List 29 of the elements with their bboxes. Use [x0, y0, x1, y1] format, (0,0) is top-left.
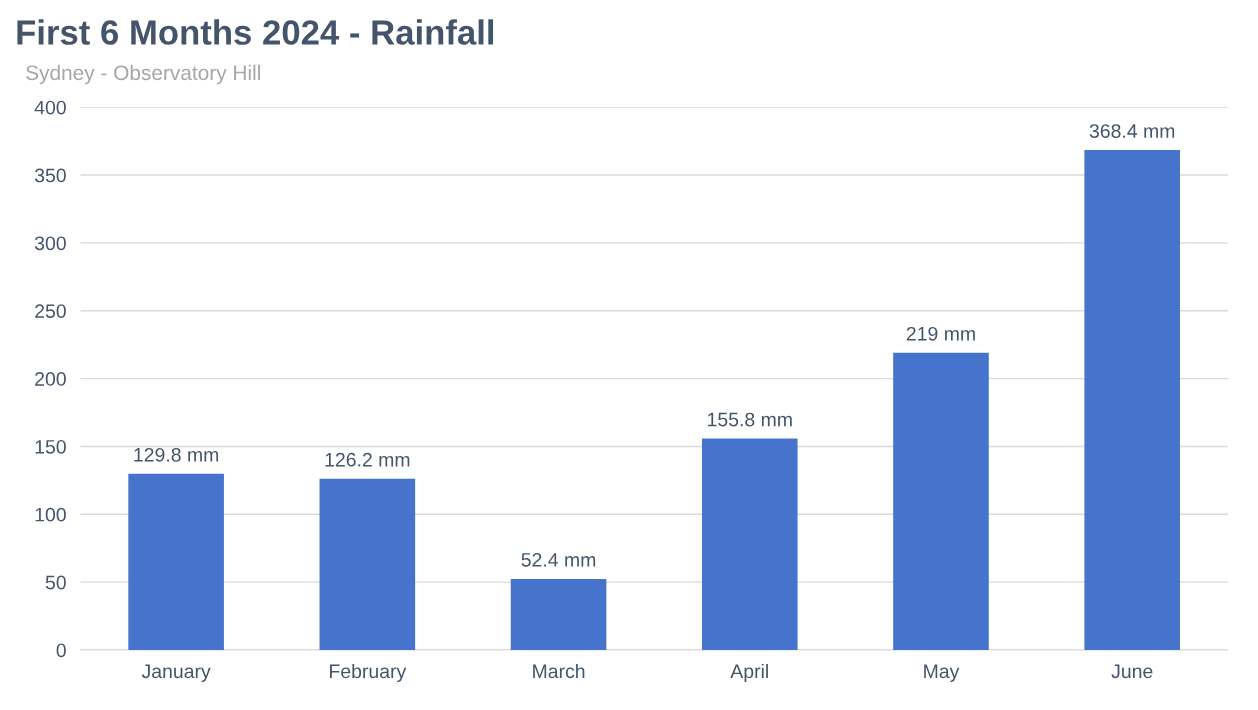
data-label: 126.2 mm: [325, 452, 410, 467]
x-tick-label: April: [730, 663, 768, 683]
x-tick-label: June: [1111, 664, 1153, 679]
data-label: 219 mm: [906, 326, 975, 341]
y-tick-label: 400: [34, 100, 66, 115]
x-tick-label: February: [330, 663, 407, 683]
y-tick-label: 100: [35, 507, 66, 522]
y-tick-label: 250: [35, 304, 66, 318]
bar: [1084, 150, 1180, 650]
y-tick-label: 150: [35, 439, 66, 454]
y-tick-label: 200: [35, 372, 66, 386]
chart-subtitle: Sydney - Observatory Hill: [26, 64, 260, 85]
data-label: 52.4 mm: [521, 552, 596, 567]
bar: [893, 352, 989, 650]
y-tick-label: 50: [45, 575, 66, 590]
x-tick-label: January: [141, 664, 211, 683]
x-tick-label: March: [533, 663, 585, 679]
y-tick-label: 300: [34, 236, 66, 251]
y-tick-label: 0: [56, 643, 66, 658]
y-tick-label: 350: [34, 168, 66, 183]
data-label: 368.4 mm: [1089, 124, 1175, 138]
bar: [510, 578, 607, 650]
bar: [128, 473, 224, 650]
chart-title: First 6 Months 2024 - Rainfall: [17, 19, 494, 45]
data-label: 155.8 mm: [708, 412, 792, 427]
data-label: 129.8 mm: [134, 447, 219, 462]
bar: [319, 478, 416, 650]
x-tick-label: May: [924, 664, 960, 683]
bar: [701, 438, 798, 650]
